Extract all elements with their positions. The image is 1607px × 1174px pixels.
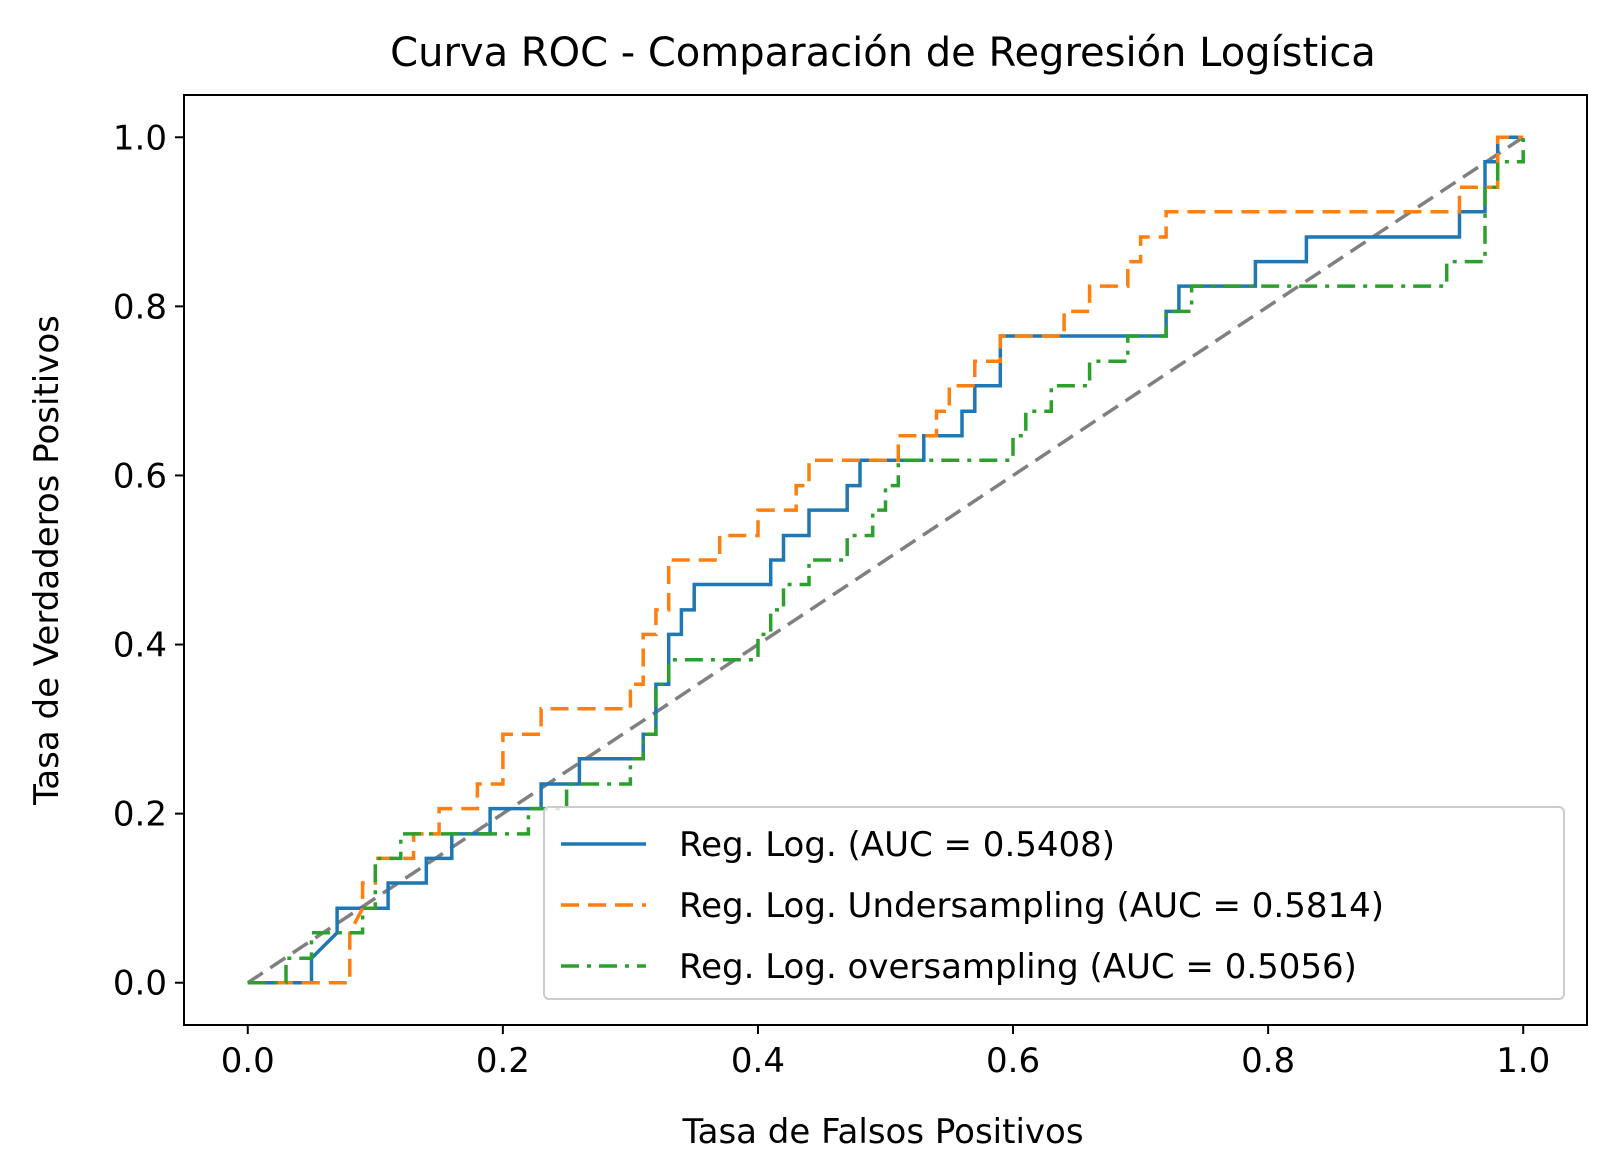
y-tick-label: 0.0 (113, 964, 167, 1004)
series-line-3 (247, 137, 1525, 985)
x-tick-label: 1.0 (1496, 1041, 1550, 1081)
y-axis-label: Tasa de Verdaderos Positivos (27, 315, 67, 806)
plot-frame (183, 94, 1588, 1026)
x-tick-label: 0.0 (221, 1041, 275, 1081)
legend-label-2: Reg. Log. Undersampling (AUC = 0.5814) (679, 886, 1384, 926)
x-axis-label: Tasa de Falsos Positivos (681, 1112, 1083, 1152)
legend-label-1: Reg. Log. (AUC = 0.5408) (679, 825, 1115, 865)
series-line-2 (247, 135, 1524, 985)
y-tick-label: 0.4 (113, 626, 167, 666)
diagonal-reference-line (246, 135, 1525, 985)
legend: Reg. Log. (AUC = 0.5408) Reg. Log. Unders… (543, 806, 1565, 1000)
y-tick-label: 0.2 (113, 795, 167, 835)
y-tick-label: 0.6 (113, 456, 167, 496)
y-tick-label: 0.8 (113, 287, 167, 327)
plot-lines (246, 135, 1525, 985)
y-tick-label: 1.0 (113, 118, 167, 158)
series-line-1 (247, 135, 1524, 985)
x-tick-label: 0.2 (476, 1041, 530, 1081)
x-tick-label: 0.8 (1241, 1041, 1295, 1081)
legend-label-3: Reg. Log. oversampling (AUC = 0.5056) (679, 947, 1357, 987)
legend-box (543, 806, 1565, 1000)
chart-title: Curva ROC - Comparación de Regresión Log… (390, 30, 1376, 76)
axis-ticks: 0.0 0.2 0.4 0.6 0.8 1.0 0.0 0.2 0.4 0.6 0.8 1.0 (113, 118, 1550, 1081)
x-tick-label: 0.4 (731, 1041, 785, 1081)
x-tick-label: 0.6 (986, 1041, 1040, 1081)
